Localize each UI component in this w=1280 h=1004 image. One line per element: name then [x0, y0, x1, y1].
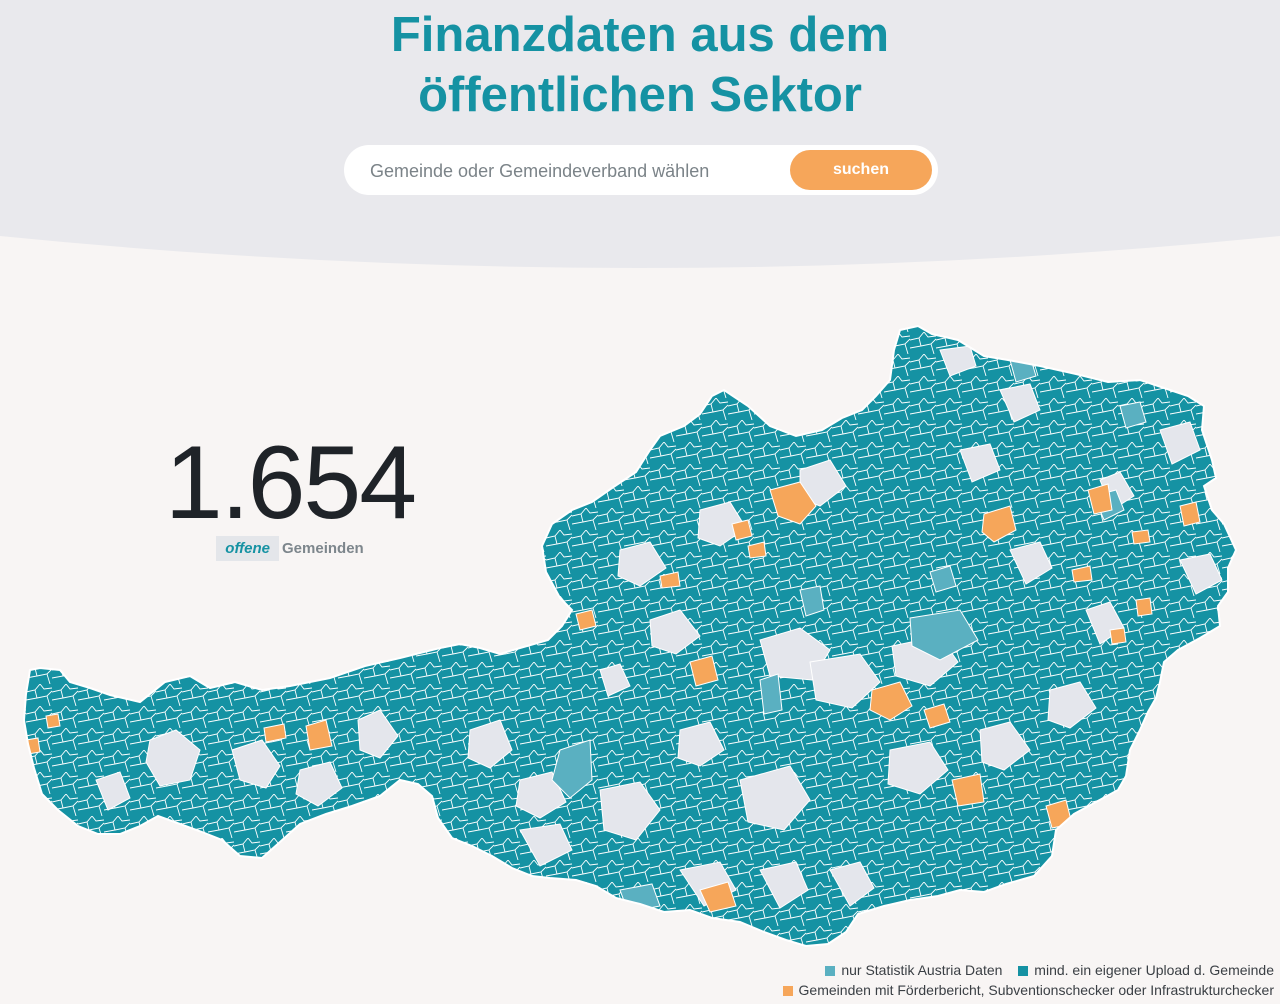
header-background [0, 0, 1280, 268]
legend-item-upload: mind. ein eigener Upload d. Gemeinde [1018, 960, 1274, 980]
title-line-1: Finanzdaten aus dem [390, 8, 890, 62]
open-count-caption: offene Gemeinden [150, 536, 430, 561]
open-municipalities-counter: 1.654 offene Gemeinden [150, 428, 430, 561]
count-label-text: Gemeinden [282, 540, 364, 557]
page-title: Finanzdaten aus dem öffentlichen Sektor [0, 5, 1280, 125]
legend-swatch [782, 986, 793, 996]
legend-label: nur Statistik Austria Daten [841, 962, 1003, 978]
title-line-2: öffentlichen Sektor [418, 68, 862, 122]
open-count-number: 1.654 [164, 425, 417, 541]
legend-swatch [825, 966, 836, 976]
austria-municipality-map[interactable] [0, 310, 1280, 960]
map-legend: nur Statistik Austria Daten mind. ein ei… [771, 960, 1274, 1000]
search-bar: suchen [344, 145, 938, 195]
hero-header: Finanzdaten aus dem öffentlichen Sektor … [0, 0, 1280, 270]
open-highlight-badge: offene [216, 536, 280, 561]
search-input[interactable] [368, 154, 792, 188]
legend-swatch [1018, 966, 1029, 976]
search-button[interactable]: suchen [790, 150, 932, 190]
legend-label: Gemeinden mit Förderbericht, Subventions… [798, 982, 1274, 998]
legend-item-statistik: nur Statistik Austria Daten [825, 960, 1002, 980]
legend-label: mind. ein eigener Upload d. Gemeinde [1034, 962, 1274, 978]
legend-item-foerder: Gemeinden mit Förderbericht, Subventions… [782, 980, 1274, 1000]
map-regions [24, 326, 1236, 946]
